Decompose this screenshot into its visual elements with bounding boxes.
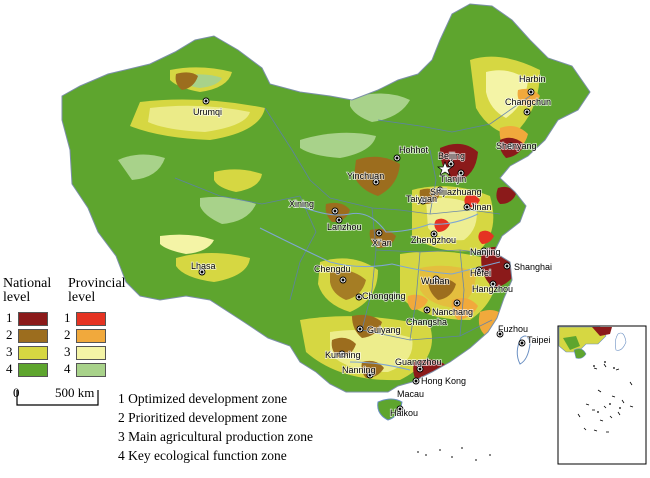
qinghai-prov-eco [200,196,256,224]
city-label: Xi'an [372,238,392,248]
city-label: Hong Kong [421,376,466,386]
inner-mongolia-prov-eco [300,132,376,158]
tarim-basin-provincial-ag [148,105,250,132]
city-label: Shenyang [496,141,537,151]
city-label: Yinchuan [347,171,384,181]
city-label: Nanjing [470,247,501,257]
inner-mongolia-north-prov-eco [350,93,410,122]
scale-bar [16,390,99,406]
city-label: Hohhot [399,145,429,155]
city-label: Guangzhou [395,357,442,367]
legend-provincial-title: Provincial level [68,276,126,305]
tibet-agri [176,253,250,282]
shandong-optimized [496,186,516,204]
city-label: Lanzhou [327,222,362,232]
central-prioritized-3 [407,294,428,310]
city-label: Jinan [470,202,492,212]
city-label: Changsha [406,317,447,327]
south-china-sea-islands [417,447,491,461]
city-label: Nanning [342,365,376,375]
zone-label-3: 3 Main agricultural production zone [118,429,313,444]
hainan-island [377,398,403,421]
legend-national-number: 4 [6,361,13,376]
city-label: Wuhan [421,276,449,286]
scale-end-label: 500 km [55,385,95,400]
city-label: Haikou [390,408,418,418]
city-label: Chongqing [362,291,406,301]
legend-national-title: National level [3,276,52,305]
legend-national-swatch-4 [18,363,48,377]
kunming-prioritized [331,337,356,358]
zone-label-4: 4 Key ecological function zone [118,448,287,463]
city-label: Shijiazhuang [430,187,482,197]
city-label: Hangzhou [472,284,513,294]
legend-provincial-swatch-3 [76,346,106,360]
city-label: Kunming [325,350,361,360]
legend-national-swatch-2 [18,329,48,343]
city-label: Hefei [470,268,491,278]
beijing-star-icon [436,161,454,176]
city-label: Taipei [527,335,551,345]
city-label: Nanchang [432,307,473,317]
yinchuan-prioritized [354,156,400,196]
gansu-agri [214,169,262,192]
city-label: Guiyang [367,325,401,335]
legend-provincial-number: 4 [64,361,71,376]
legend-national-number: 1 [6,310,13,325]
tibet-prov-ag [160,234,214,254]
provincial-optimized-4 [434,218,450,232]
legend-national-swatch-3 [18,346,48,360]
south-china-sea-inset [557,325,647,465]
city-label: Urumqi [193,107,222,117]
city-label: Harbin [519,74,546,84]
provincial-optimized-2 [478,230,494,244]
legend-provincial-swatch-4 [76,363,106,377]
legend-national-number: 2 [6,327,13,342]
city-label: Macau [397,389,424,399]
legend-provincial-swatch-1 [76,312,106,326]
legend-national-number: 3 [6,344,13,359]
city-markers [198,88,535,413]
rivers [259,205,501,371]
legend-provincial-number: 3 [64,344,71,359]
xinjiang-prov-eco-south [118,154,165,180]
zone-label-2: 2 Prioritized development zone [118,410,288,425]
central-prioritized-1 [428,277,456,300]
beijing-tianjin-optimized [440,143,478,182]
legend-provincial-number: 1 [64,310,71,325]
city-label: Shanghai [514,262,552,272]
hexi-corridor-prioritized [175,72,198,90]
scale-start-label: 0 [13,385,20,400]
city-label: Zhengzhou [411,235,456,245]
city-label: Tianjin [440,174,466,184]
city-label: Beijing [438,151,465,161]
city-label: Lhasa [191,261,216,271]
city-labels: Harbin Changchun Urumqi Shenyang Hohhot … [190,73,553,419]
city-label: Changchun [505,97,551,107]
city-label: Taiyuan [406,194,437,204]
legend-provincial-number: 2 [64,327,71,342]
zone-label-1: 1 Optimized development zone [118,391,288,406]
legend-national-swatch-1 [18,312,48,326]
city-label: Chengdu [314,264,351,274]
city-label: Fuzhou [498,324,528,334]
provincial-boundaries [174,95,531,341]
northeast-plain-prov-ag [486,70,528,118]
city-label: Xining [289,199,314,209]
legend-provincial-swatch-2 [76,329,106,343]
harbin-prov-prioritized [517,88,540,106]
sichuan-prioritized [330,270,366,300]
